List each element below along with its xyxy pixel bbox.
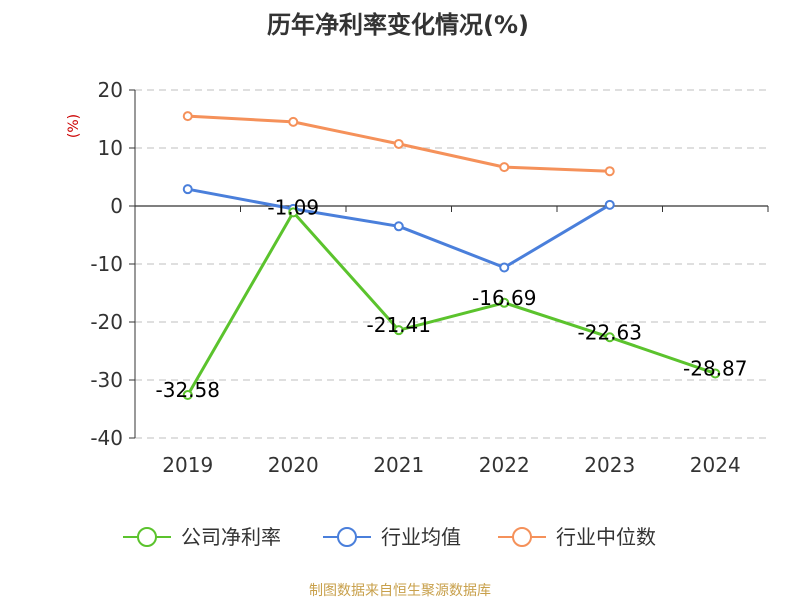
- x-tick-label: 2020: [268, 453, 319, 477]
- data-label: -28.87: [683, 356, 747, 380]
- data-label: -1.09: [267, 195, 319, 219]
- data-point[interactable]: [182, 184, 193, 195]
- data-point[interactable]: [182, 111, 193, 122]
- y-tick-label: 10: [98, 136, 123, 160]
- data-point[interactable]: [393, 221, 404, 232]
- x-tick-label: 2023: [584, 453, 635, 477]
- x-tick-label: 2024: [690, 453, 741, 477]
- source-note: 制图数据来自恒生聚源数据库: [309, 583, 491, 599]
- y-tick-label: -20: [90, 310, 123, 334]
- x-tick-label: 2021: [373, 453, 424, 477]
- data-label: -32.58: [156, 378, 220, 402]
- y-tick-label: -40: [90, 426, 123, 450]
- data-label: -16.69: [472, 286, 536, 310]
- series-line: [186, 210, 716, 396]
- legend-marker-icon: [137, 527, 157, 547]
- axes: 20 10 0 -10 -20 -30 -40 2019 2020 2021 2022 2023 202…: [90, 78, 769, 477]
- data-label: -22.63: [578, 320, 642, 344]
- data-point[interactable]: [182, 389, 193, 400]
- data-point[interactable]: [288, 207, 299, 218]
- legend-item[interactable]: 公司净利率: [123, 525, 281, 549]
- data-point[interactable]: [604, 199, 615, 210]
- data-point[interactable]: [288, 116, 299, 127]
- y-tick-label: 0: [110, 194, 123, 218]
- data-point[interactable]: [710, 368, 721, 379]
- y-tick-label: 20: [98, 78, 123, 102]
- data-labels: -32.58 -1.09 -21.41 -16.69 -22.63 -28.87: [156, 195, 748, 402]
- y-tick-label: -10: [90, 252, 123, 276]
- legend-item[interactable]: 行业均值: [323, 525, 461, 549]
- data-point[interactable]: [499, 262, 510, 273]
- data-label: -21.41: [367, 313, 431, 337]
- x-tick-label: 2019: [162, 453, 213, 477]
- legend-item[interactable]: 行业中位数: [498, 525, 656, 549]
- legend-label: 行业均值: [381, 525, 461, 549]
- chart-title: 历年净利率变化情况(%): [267, 11, 529, 39]
- data-point[interactable]: [393, 138, 404, 149]
- legend-label: 公司净利率: [181, 525, 281, 549]
- data-point[interactable]: [499, 162, 510, 173]
- legend-marker-icon: [512, 527, 532, 547]
- legend-marker-icon: [337, 527, 357, 547]
- series-lines: [182, 111, 721, 400]
- x-tick-label: 2022: [479, 453, 530, 477]
- data-point[interactable]: [604, 332, 615, 343]
- legend-label: 行业中位数: [556, 525, 656, 549]
- legend[interactable]: 公司净利率 行业均值 行业中位数: [123, 525, 656, 549]
- data-point[interactable]: [604, 166, 615, 177]
- data-point[interactable]: [393, 325, 404, 336]
- y-tick-label: -30: [90, 368, 123, 392]
- data-point[interactable]: [499, 297, 510, 308]
- y-axis-unit-label: (%): [66, 114, 82, 138]
- grid-lines: [135, 89, 768, 439]
